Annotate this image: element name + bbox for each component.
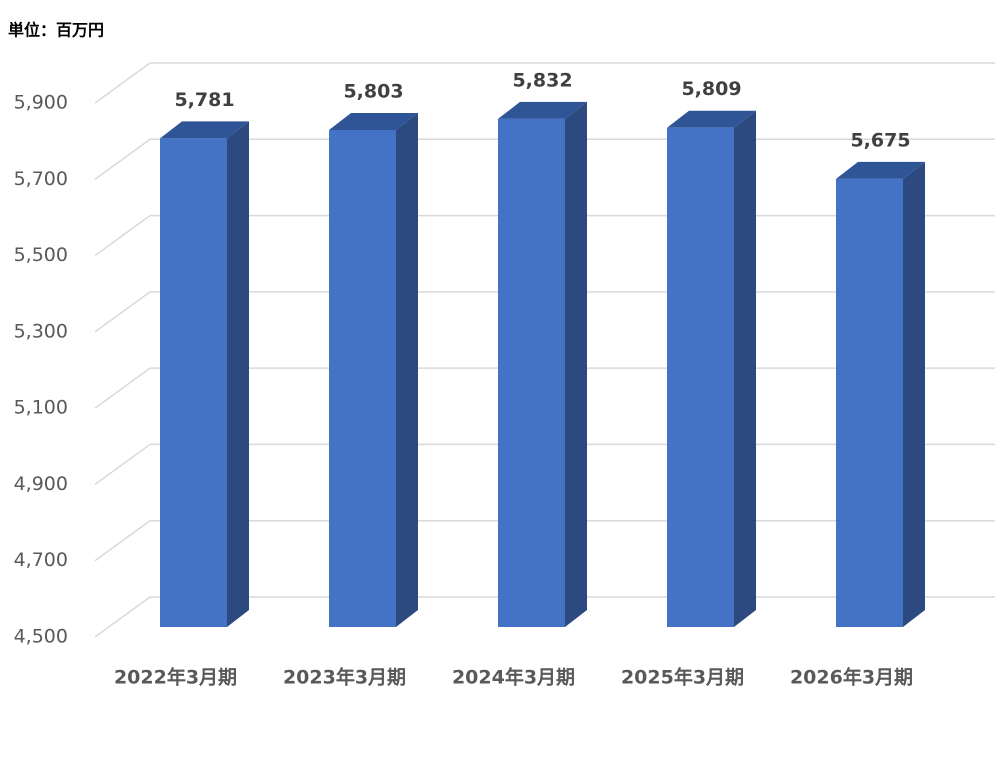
bar-front [836,178,903,628]
x-tick-label: 2023年3月期 [283,666,406,689]
bar-top [329,112,418,130]
x-tick-label: 2026年3月期 [790,666,913,689]
grid-line-side [94,596,151,638]
bar-front [667,127,734,628]
grid-line-side [94,520,151,562]
y-tick-label: 4,500 [14,626,68,648]
bar [160,121,249,627]
bar [667,110,756,628]
unit-label: 単位：百万円 [8,21,104,40]
grid-line-side [94,367,151,409]
value-label: 5,832 [512,69,572,91]
bar-top [836,161,925,179]
value-label: 5,781 [174,89,234,111]
bar-side [903,161,925,628]
y-tick-label: 4,900 [14,473,68,495]
grid-line-side [94,291,151,333]
value-label: 5,675 [850,129,910,151]
y-tick-label: 5,700 [14,168,68,190]
bar-top [667,110,756,128]
bar [329,112,418,627]
bar-side [396,112,418,627]
bar-side [734,110,756,627]
x-tick-label: 2024年3月期 [452,666,575,689]
bar-top [498,101,587,119]
x-tick-label: 2022年3月期 [114,666,237,689]
bar-front [160,138,227,627]
y-tick-label: 5,300 [14,320,68,342]
bar-front [329,129,396,627]
grid-line-side [94,443,151,486]
bar [498,101,587,628]
grid-line-side [94,62,151,104]
bar-front [498,118,565,628]
y-tick-label: 4,700 [14,549,68,571]
y-tick-label: 5,100 [14,397,68,419]
x-tick-label: 2025年3月期 [621,666,744,689]
y-tick-label: 5,500 [14,244,68,266]
value-label: 5,803 [343,80,403,102]
bar-side [565,101,587,628]
bar-top [160,121,249,139]
grid-line-side [94,214,151,257]
y-tick-label: 5,900 [14,92,68,114]
grid-line-side [94,138,151,180]
bar-side [227,121,249,627]
value-label: 5,809 [681,78,741,100]
bar [836,161,925,628]
